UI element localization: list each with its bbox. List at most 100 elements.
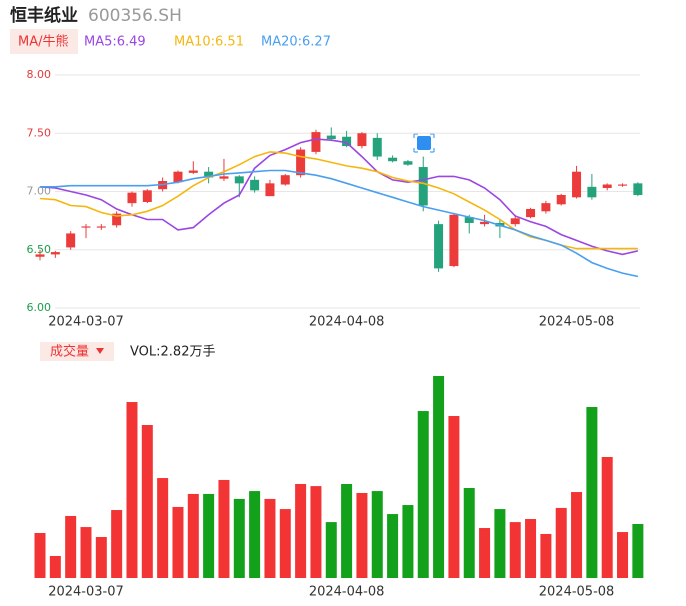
candle-body xyxy=(510,218,520,225)
volume-bar xyxy=(555,507,567,578)
ma-line xyxy=(40,169,639,278)
volume-bar xyxy=(264,498,276,578)
volume-bar xyxy=(80,527,92,578)
candle-body xyxy=(127,192,137,204)
candle-body xyxy=(602,184,612,189)
x-tick-label: 2024-05-08 xyxy=(539,315,615,330)
volume-bar xyxy=(540,533,552,578)
volume-bar xyxy=(356,492,368,578)
candle-body xyxy=(556,194,566,205)
volume-bar xyxy=(601,456,613,578)
legend-entry: MA10:6.51 xyxy=(174,35,244,50)
candle-body xyxy=(66,233,76,248)
volume-button[interactable]: 成交量 xyxy=(50,344,89,360)
candle-body xyxy=(618,184,628,186)
candle-body xyxy=(434,224,444,269)
candle-body xyxy=(50,252,60,255)
candle-body xyxy=(265,183,275,197)
volume-bar xyxy=(249,491,261,578)
volume-bar xyxy=(341,483,353,578)
ma-line xyxy=(39,138,639,256)
volume-bar xyxy=(632,524,644,578)
x-tick-label: 2024-04-08 xyxy=(309,315,385,330)
candle-body xyxy=(296,149,306,176)
candle-body xyxy=(204,171,214,178)
x-tick-label: 2024-05-08 xyxy=(539,585,615,600)
volume-bar xyxy=(463,488,475,578)
volume-button-bg[interactable] xyxy=(40,342,114,361)
candle-body xyxy=(142,190,152,202)
candle-body xyxy=(219,176,229,179)
volume-bar xyxy=(448,416,460,578)
volume-bar xyxy=(157,478,169,578)
ma-button-bg[interactable] xyxy=(10,29,78,54)
volume-bar xyxy=(203,493,215,578)
stock-code: 600356.SH xyxy=(88,6,182,26)
ma-button[interactable]: MA/牛熊 xyxy=(18,34,69,50)
volume-bar xyxy=(617,532,629,578)
candle-body xyxy=(188,170,198,173)
candle-body xyxy=(357,133,367,147)
volume-bar xyxy=(371,491,383,578)
candle-body xyxy=(342,136,352,147)
candle-body xyxy=(572,171,582,198)
candle-body xyxy=(587,186,597,198)
volume-bar xyxy=(49,555,61,578)
candle-body xyxy=(234,176,244,184)
volume-bar xyxy=(141,425,153,578)
volume-bar xyxy=(325,522,337,578)
legend-entry: MA20:6.27 xyxy=(261,35,331,50)
candle-body xyxy=(81,226,91,228)
volume-bar xyxy=(586,407,598,578)
candle-body xyxy=(526,208,536,218)
volume-bar xyxy=(95,537,107,578)
volume-bar xyxy=(571,492,583,578)
volume-bar xyxy=(126,402,138,578)
volume-bar xyxy=(494,509,506,578)
volume-bar xyxy=(433,376,445,578)
x-tick-label: 2024-04-08 xyxy=(309,585,385,600)
volume-bar xyxy=(172,506,184,578)
volume-bar xyxy=(387,514,399,578)
candle-body xyxy=(418,167,428,206)
x-tick-label: 2024-03-07 xyxy=(48,585,124,600)
candle-body xyxy=(96,226,106,228)
legend-entry: MA5:6.49 xyxy=(84,35,146,50)
volume-bar xyxy=(111,510,123,578)
candle-body xyxy=(250,179,260,191)
candle-body xyxy=(35,254,45,257)
candle-body xyxy=(372,137,382,157)
candle-body xyxy=(112,213,122,226)
stock-name: 恒丰纸业 xyxy=(10,5,78,26)
volume-bar xyxy=(34,533,46,578)
volume-bar xyxy=(310,486,322,578)
candle-body xyxy=(388,157,398,162)
y-tick-label: 8.00 xyxy=(27,68,52,81)
candle-body xyxy=(326,135,336,140)
candle-body xyxy=(541,203,551,212)
candle-body xyxy=(280,175,290,185)
volume-bar xyxy=(218,479,230,578)
volume-label: VOL:2.82万手 xyxy=(130,345,215,360)
volume-bar xyxy=(402,505,414,578)
volume-bar xyxy=(525,519,537,578)
marker-icon xyxy=(413,133,435,153)
volume-bar xyxy=(295,483,307,578)
dropdown-icon[interactable] xyxy=(96,348,104,354)
volume-bar xyxy=(233,498,245,578)
candle-body xyxy=(464,217,474,223)
candle-body xyxy=(633,183,643,195)
candle-body xyxy=(449,214,459,267)
volume-bar xyxy=(279,509,291,578)
volume-bar xyxy=(187,493,199,578)
candle-body xyxy=(173,171,183,183)
volume-bar xyxy=(65,515,77,578)
y-tick-label: 7.50 xyxy=(27,126,52,139)
volume-bar xyxy=(479,528,491,578)
y-tick-label: 6.00 xyxy=(27,301,52,314)
candle-body xyxy=(480,221,490,225)
x-tick-label: 2024-03-07 xyxy=(48,315,124,330)
candle-body xyxy=(403,161,413,165)
volume-bar xyxy=(417,411,429,578)
